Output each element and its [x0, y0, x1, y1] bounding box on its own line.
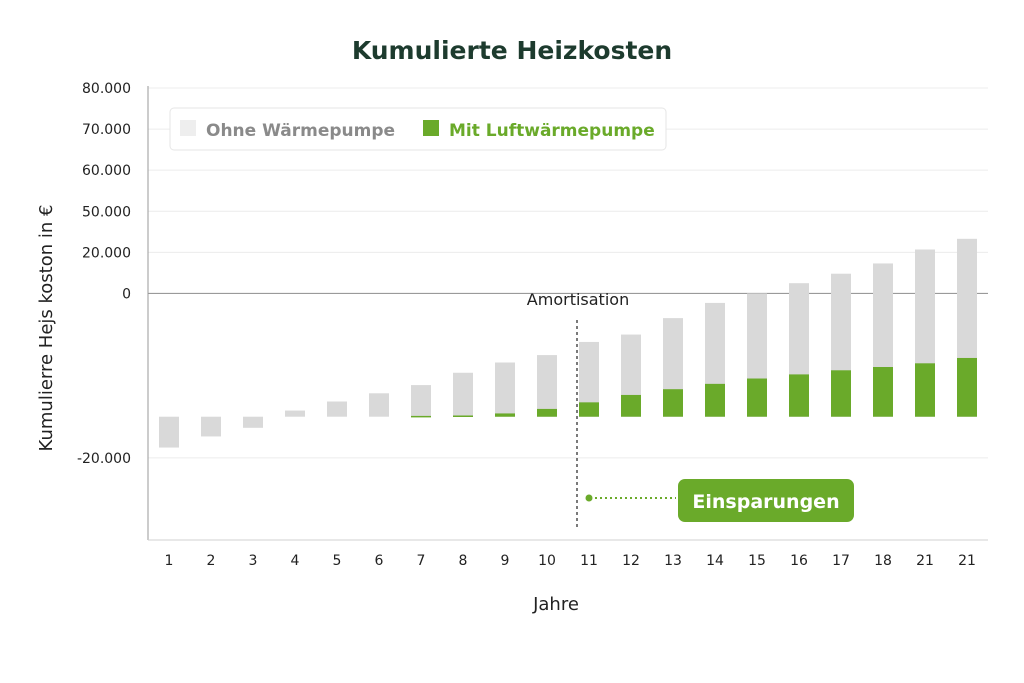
x-tick-label: 11: [580, 553, 598, 569]
bar-ohne-waermepumpe: [495, 362, 515, 417]
x-tick-label: 3: [249, 553, 258, 569]
legend-label-mit: Mit Luftwärmepumpe: [449, 121, 655, 141]
bar-mit-luftwaermepumpe: [495, 413, 515, 417]
bars: [159, 238, 977, 448]
y-tick-label: 70.000: [82, 122, 131, 138]
bar-ohne-waermepumpe: [411, 385, 431, 417]
bar-ohne-waermepumpe: [201, 416, 221, 437]
x-tick-label: 12: [622, 553, 640, 569]
x-tick-label: 18: [874, 553, 892, 569]
x-tick-label: 7: [417, 553, 426, 569]
bar-mit-luftwaermepumpe: [915, 363, 935, 417]
x-tick-label: 13: [664, 553, 682, 569]
y-axis-title: Kumulierre Hejs koston in €: [36, 205, 57, 452]
x-tick-label: 1: [165, 553, 174, 569]
y-tick-label: 60.000: [82, 163, 131, 179]
y-tick-label: 20.000: [82, 245, 131, 261]
bar-mit-luftwaermepumpe: [663, 389, 683, 417]
einsparungen-label: Einsparungen: [692, 491, 839, 513]
x-tick-label: 6: [375, 553, 384, 569]
annotations: Amortisation Einsparungen: [527, 290, 854, 530]
bar-ohne-waermepumpe: [579, 341, 599, 417]
bar-ohne-waermepumpe: [243, 416, 263, 428]
bar-mit-luftwaermepumpe: [579, 402, 599, 417]
y-tick-label: 0: [122, 286, 131, 302]
bar-ohne-waermepumpe: [285, 410, 305, 417]
legend-swatch-mit: [423, 120, 439, 136]
amortisation-label: Amortisation: [527, 290, 629, 309]
x-tick-label: 14: [706, 553, 724, 569]
x-tick-label: 17: [832, 553, 850, 569]
bar-ohne-waermepumpe: [327, 401, 347, 417]
x-tick-label: 4: [291, 553, 300, 569]
einsparungen-dot: [585, 494, 593, 502]
bar-mit-luftwaermepumpe: [537, 408, 557, 417]
y-tick-label: 80.000: [82, 81, 131, 97]
legend-swatch-ohne: [180, 120, 196, 136]
bar-mit-luftwaermepumpe: [747, 378, 767, 417]
bar-ohne-waermepumpe: [453, 372, 473, 417]
x-tick-label: 10: [538, 553, 556, 569]
bar-mit-luftwaermepumpe: [453, 415, 473, 417]
x-tick-label: 21: [958, 553, 976, 569]
bar-mit-luftwaermepumpe: [705, 383, 725, 417]
legend: Ohne Wärmepumpe Mit Luftwärmepumpe: [169, 107, 667, 151]
chart-title: Kumulierte Heizkosten: [351, 36, 673, 65]
x-tick-label: 16: [790, 553, 808, 569]
x-tick-label: 8: [459, 553, 468, 569]
x-tick-label: 2: [207, 553, 216, 569]
bar-mit-luftwaermepumpe: [621, 394, 641, 417]
bar-mit-luftwaermepumpe: [873, 367, 893, 417]
y-tick-label: 50.000: [82, 204, 131, 220]
einsparungen-badge: [678, 479, 854, 522]
x-axis-title: Jahre: [532, 594, 579, 615]
legend-label-ohne: Ohne Wärmepumpe: [206, 121, 395, 141]
x-tick-label: 15: [748, 553, 766, 569]
x-tick-label: 5: [333, 553, 342, 569]
bar-mit-luftwaermepumpe: [411, 415, 431, 418]
y-tick-label: -20.000: [77, 451, 131, 467]
x-tick-label: 21: [916, 553, 934, 569]
bar-mit-luftwaermepumpe: [957, 357, 977, 417]
bar-ohne-waermepumpe: [537, 355, 557, 417]
bar-mit-luftwaermepumpe: [831, 370, 851, 417]
legend-box: [169, 107, 667, 151]
bar-ohne-waermepumpe: [159, 416, 179, 448]
x-tick-label: 9: [501, 553, 510, 569]
bar-mit-luftwaermepumpe: [789, 374, 809, 417]
bar-ohne-waermepumpe: [369, 393, 389, 417]
